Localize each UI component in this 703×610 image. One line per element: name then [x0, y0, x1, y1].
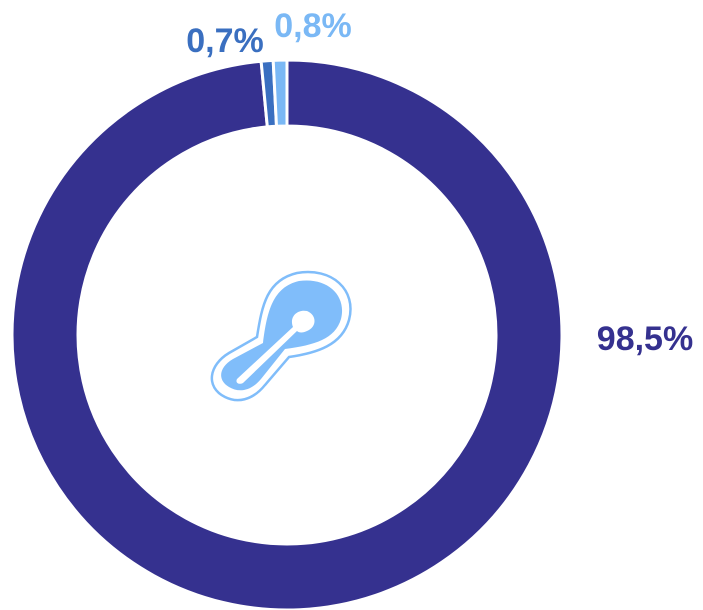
donut-segment — [10, 58, 564, 610]
data-label: 98,5% — [597, 320, 693, 358]
donut-segment — [271, 58, 289, 128]
data-label: 0,8% — [274, 7, 352, 45]
data-label: 0,7% — [186, 22, 264, 60]
center-icon — [210, 270, 352, 402]
